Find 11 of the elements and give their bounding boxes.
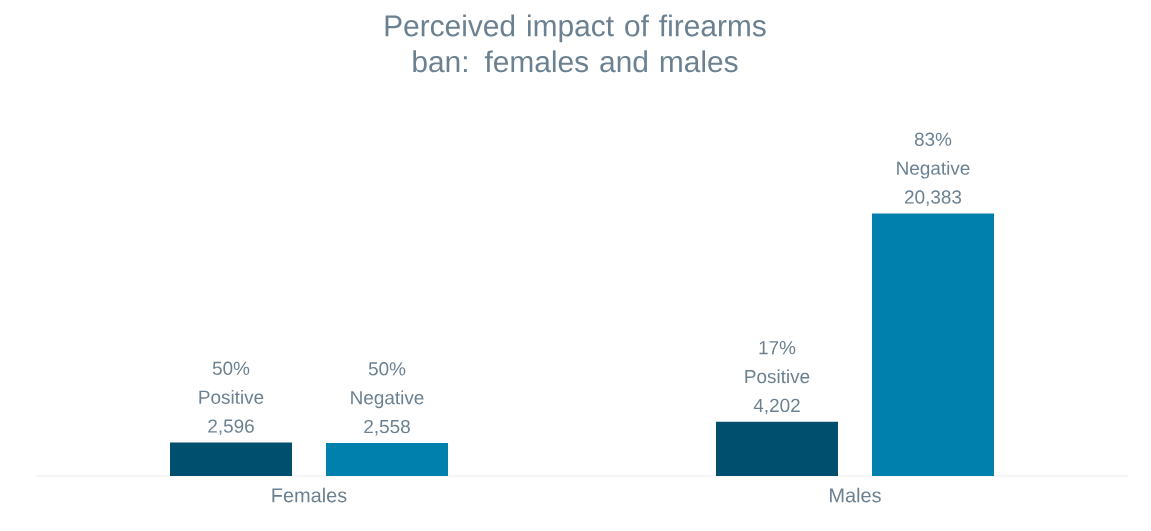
- data-label: 50% Positive 2,596: [199, 361, 264, 436]
- chart-title: Perceived impact of firearms ban: females and males: [385, 14, 766, 73]
- bar: [170, 442, 292, 476]
- bar: [326, 443, 449, 476]
- bar: [871, 213, 994, 476]
- data-label: 50% Negative 2,558: [351, 362, 424, 436]
- bar: [715, 421, 838, 476]
- x-tick-label: Females: [272, 487, 347, 503]
- data-label: 17% Positive 4,202: [745, 341, 810, 415]
- data-label: 83% Negative 20,383: [897, 132, 970, 206]
- x-tick-label: Males: [830, 487, 881, 503]
